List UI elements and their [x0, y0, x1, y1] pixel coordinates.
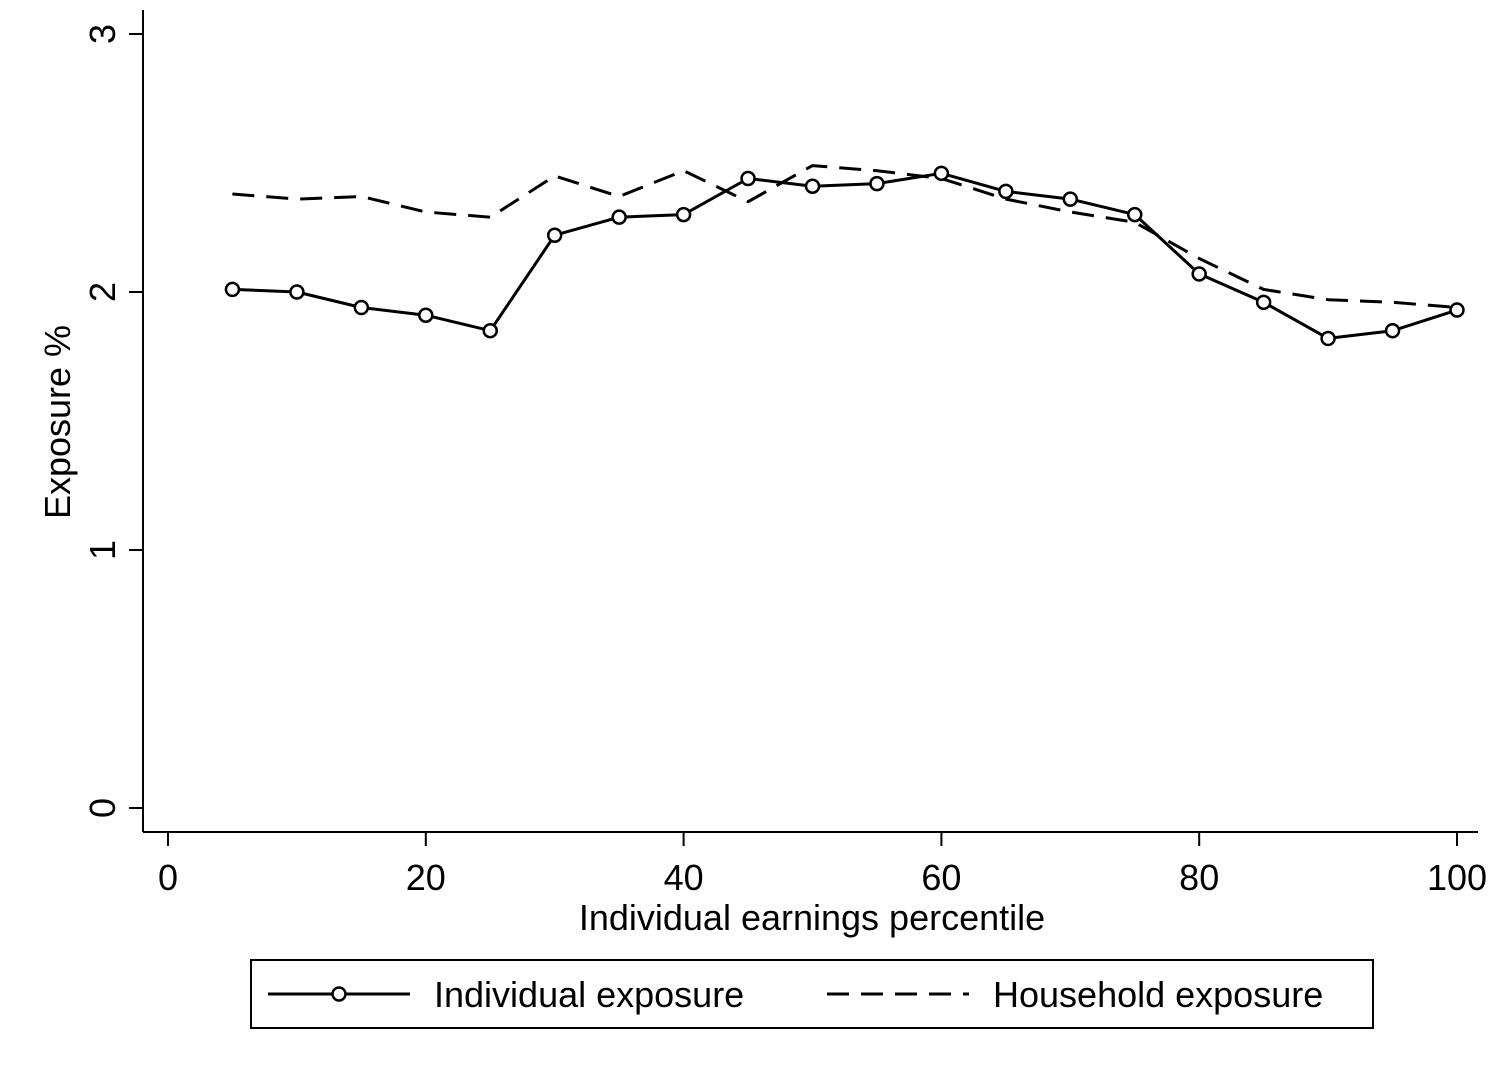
y-tick-label: 3 — [82, 24, 123, 44]
y-axis-title: Exposure % — [37, 325, 78, 519]
y-tick-label: 2 — [82, 282, 123, 302]
data-point — [1062, 191, 1079, 207]
data-point — [1127, 206, 1143, 223]
data-point — [804, 178, 821, 194]
series-household — [232, 164, 1458, 309]
data-point — [482, 322, 498, 339]
y-tick-label: 1 — [82, 540, 123, 560]
series-line — [232, 171, 1458, 340]
x-tick-label: 40 — [664, 857, 704, 898]
x-tick-label: 80 — [1179, 857, 1219, 898]
data-point — [1320, 330, 1336, 347]
data-point — [418, 307, 434, 323]
x-axis-ticks: 0 20 40 60 80 100 — [158, 832, 1487, 898]
data-point — [1384, 322, 1401, 339]
legend-frame — [250, 959, 1374, 1029]
data-point — [998, 183, 1014, 200]
y-tick-label: 0 — [82, 798, 123, 818]
x-tick-label: 60 — [921, 857, 961, 898]
axes — [142, 10, 1478, 833]
x-axis-title: Individual earnings percentile — [579, 897, 1045, 938]
x-tick-label: 20 — [406, 857, 446, 898]
data-point — [869, 175, 885, 192]
data-point — [1255, 294, 1272, 311]
legend-label-individual: Individual exposure — [434, 974, 744, 1015]
data-point — [675, 206, 692, 223]
data-point — [224, 281, 241, 298]
data-point — [740, 170, 756, 187]
data-point — [289, 284, 305, 300]
x-tick-label: 0 — [158, 857, 178, 898]
x-tick-label: 100 — [1427, 857, 1487, 898]
legend-marker-individual — [331, 986, 347, 1002]
series-individual — [224, 165, 1465, 347]
data-point — [933, 165, 950, 182]
data-point — [353, 299, 370, 316]
data-point — [1191, 266, 1207, 282]
data-point — [546, 227, 563, 243]
legend-label-household: Household exposure — [993, 974, 1323, 1015]
series-layer — [224, 164, 1465, 347]
y-axis-ticks: 0 1 2 3 — [82, 24, 143, 818]
legend: Individual exposure Household exposure — [250, 959, 1374, 1029]
series-line — [232, 164, 1458, 309]
data-point — [611, 209, 627, 225]
data-point — [1449, 302, 1465, 318]
